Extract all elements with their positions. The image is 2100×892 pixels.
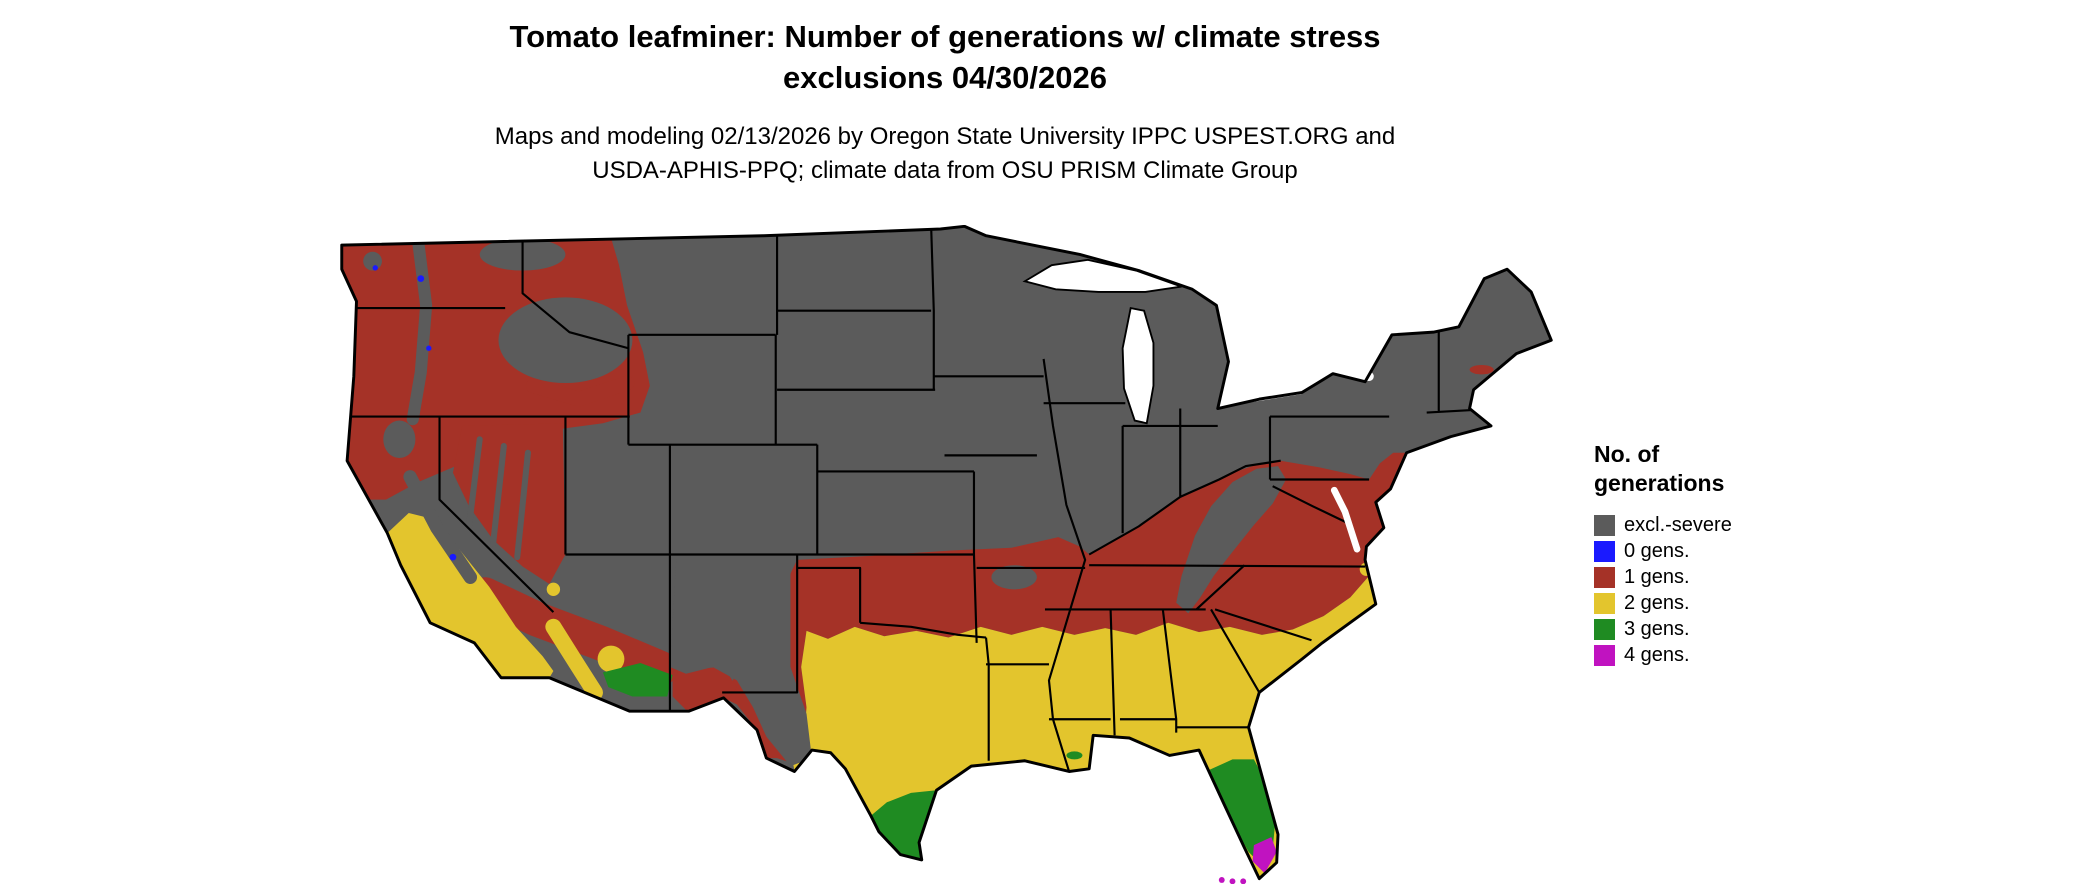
legend-title: No. of generations [1594, 440, 1732, 498]
legend-item: 4 gens. [1594, 642, 1732, 668]
florida-keys-4-gens [1218, 877, 1247, 885]
us-outline [340, 224, 1553, 881]
legend-swatch-0-gens [1594, 540, 1615, 562]
legend-label: 2 gens. [1624, 591, 1690, 614]
region-2-gens-bands [545, 618, 603, 701]
legend-swatch-2-gens [1594, 592, 1615, 614]
great-lakes [1022, 258, 1182, 425]
page-subtitle-line1: Maps and modeling 02/13/2026 by Oregon S… [494, 123, 1396, 150]
legend-swatch-3-gens [1594, 618, 1615, 640]
legend-label: excl.-severe [1624, 513, 1732, 536]
page-title-line1: Tomato leafminer: Number of generations … [509, 19, 1381, 54]
legend-label: 4 gens. [1624, 643, 1690, 666]
page-subtitle-line2: USDA-APHIS-PPQ; climate data from OSU PR… [592, 157, 1298, 184]
region-4-gens [1252, 837, 1277, 874]
legend-item: 1 gens. [1594, 564, 1732, 590]
page-title-line2: exclusions 04/30/2026 [782, 60, 1107, 95]
us-generations-map [340, 224, 1553, 885]
legend-swatch-excl-severe [1594, 514, 1615, 536]
lake-erie [1219, 385, 1305, 407]
chesapeake-bay [1330, 486, 1361, 553]
legend-swatch-1-gens [1594, 566, 1615, 588]
page-subtitle: Maps and modeling 02/13/2026 by Oregon S… [370, 120, 1520, 188]
legend-label: 3 gens. [1624, 617, 1690, 640]
legend-label: 1 gens. [1624, 565, 1690, 588]
water-slivers [1219, 366, 1374, 553]
region-excl-overlay-bands [403, 235, 531, 584]
legend-title-line2: generations [1594, 470, 1725, 496]
lake-michigan [1121, 306, 1155, 425]
region-1-gens-bands [467, 375, 678, 686]
legend-item: 0 gens. [1594, 538, 1732, 564]
page-title: Tomato leafminer: Number of generations … [395, 16, 1495, 98]
legend-item: 2 gens. [1594, 590, 1732, 616]
region-0-gens [372, 265, 457, 561]
legend-label: 0 gens. [1624, 539, 1690, 562]
map-container [335, 224, 1554, 885]
legend-swatch-4-gens [1594, 644, 1615, 666]
region-3-gens [602, 662, 1276, 866]
state-borders [349, 226, 1477, 772]
legend-title-line1: No. of [1594, 441, 1660, 467]
legend: No. of generations excl.-severe 0 gens. … [1594, 440, 1732, 668]
legend-item: 3 gens. [1594, 616, 1732, 642]
region-excl-overlays [363, 238, 1287, 767]
legend-item: excl.-severe [1594, 512, 1732, 538]
lake-ontario [1332, 366, 1374, 382]
